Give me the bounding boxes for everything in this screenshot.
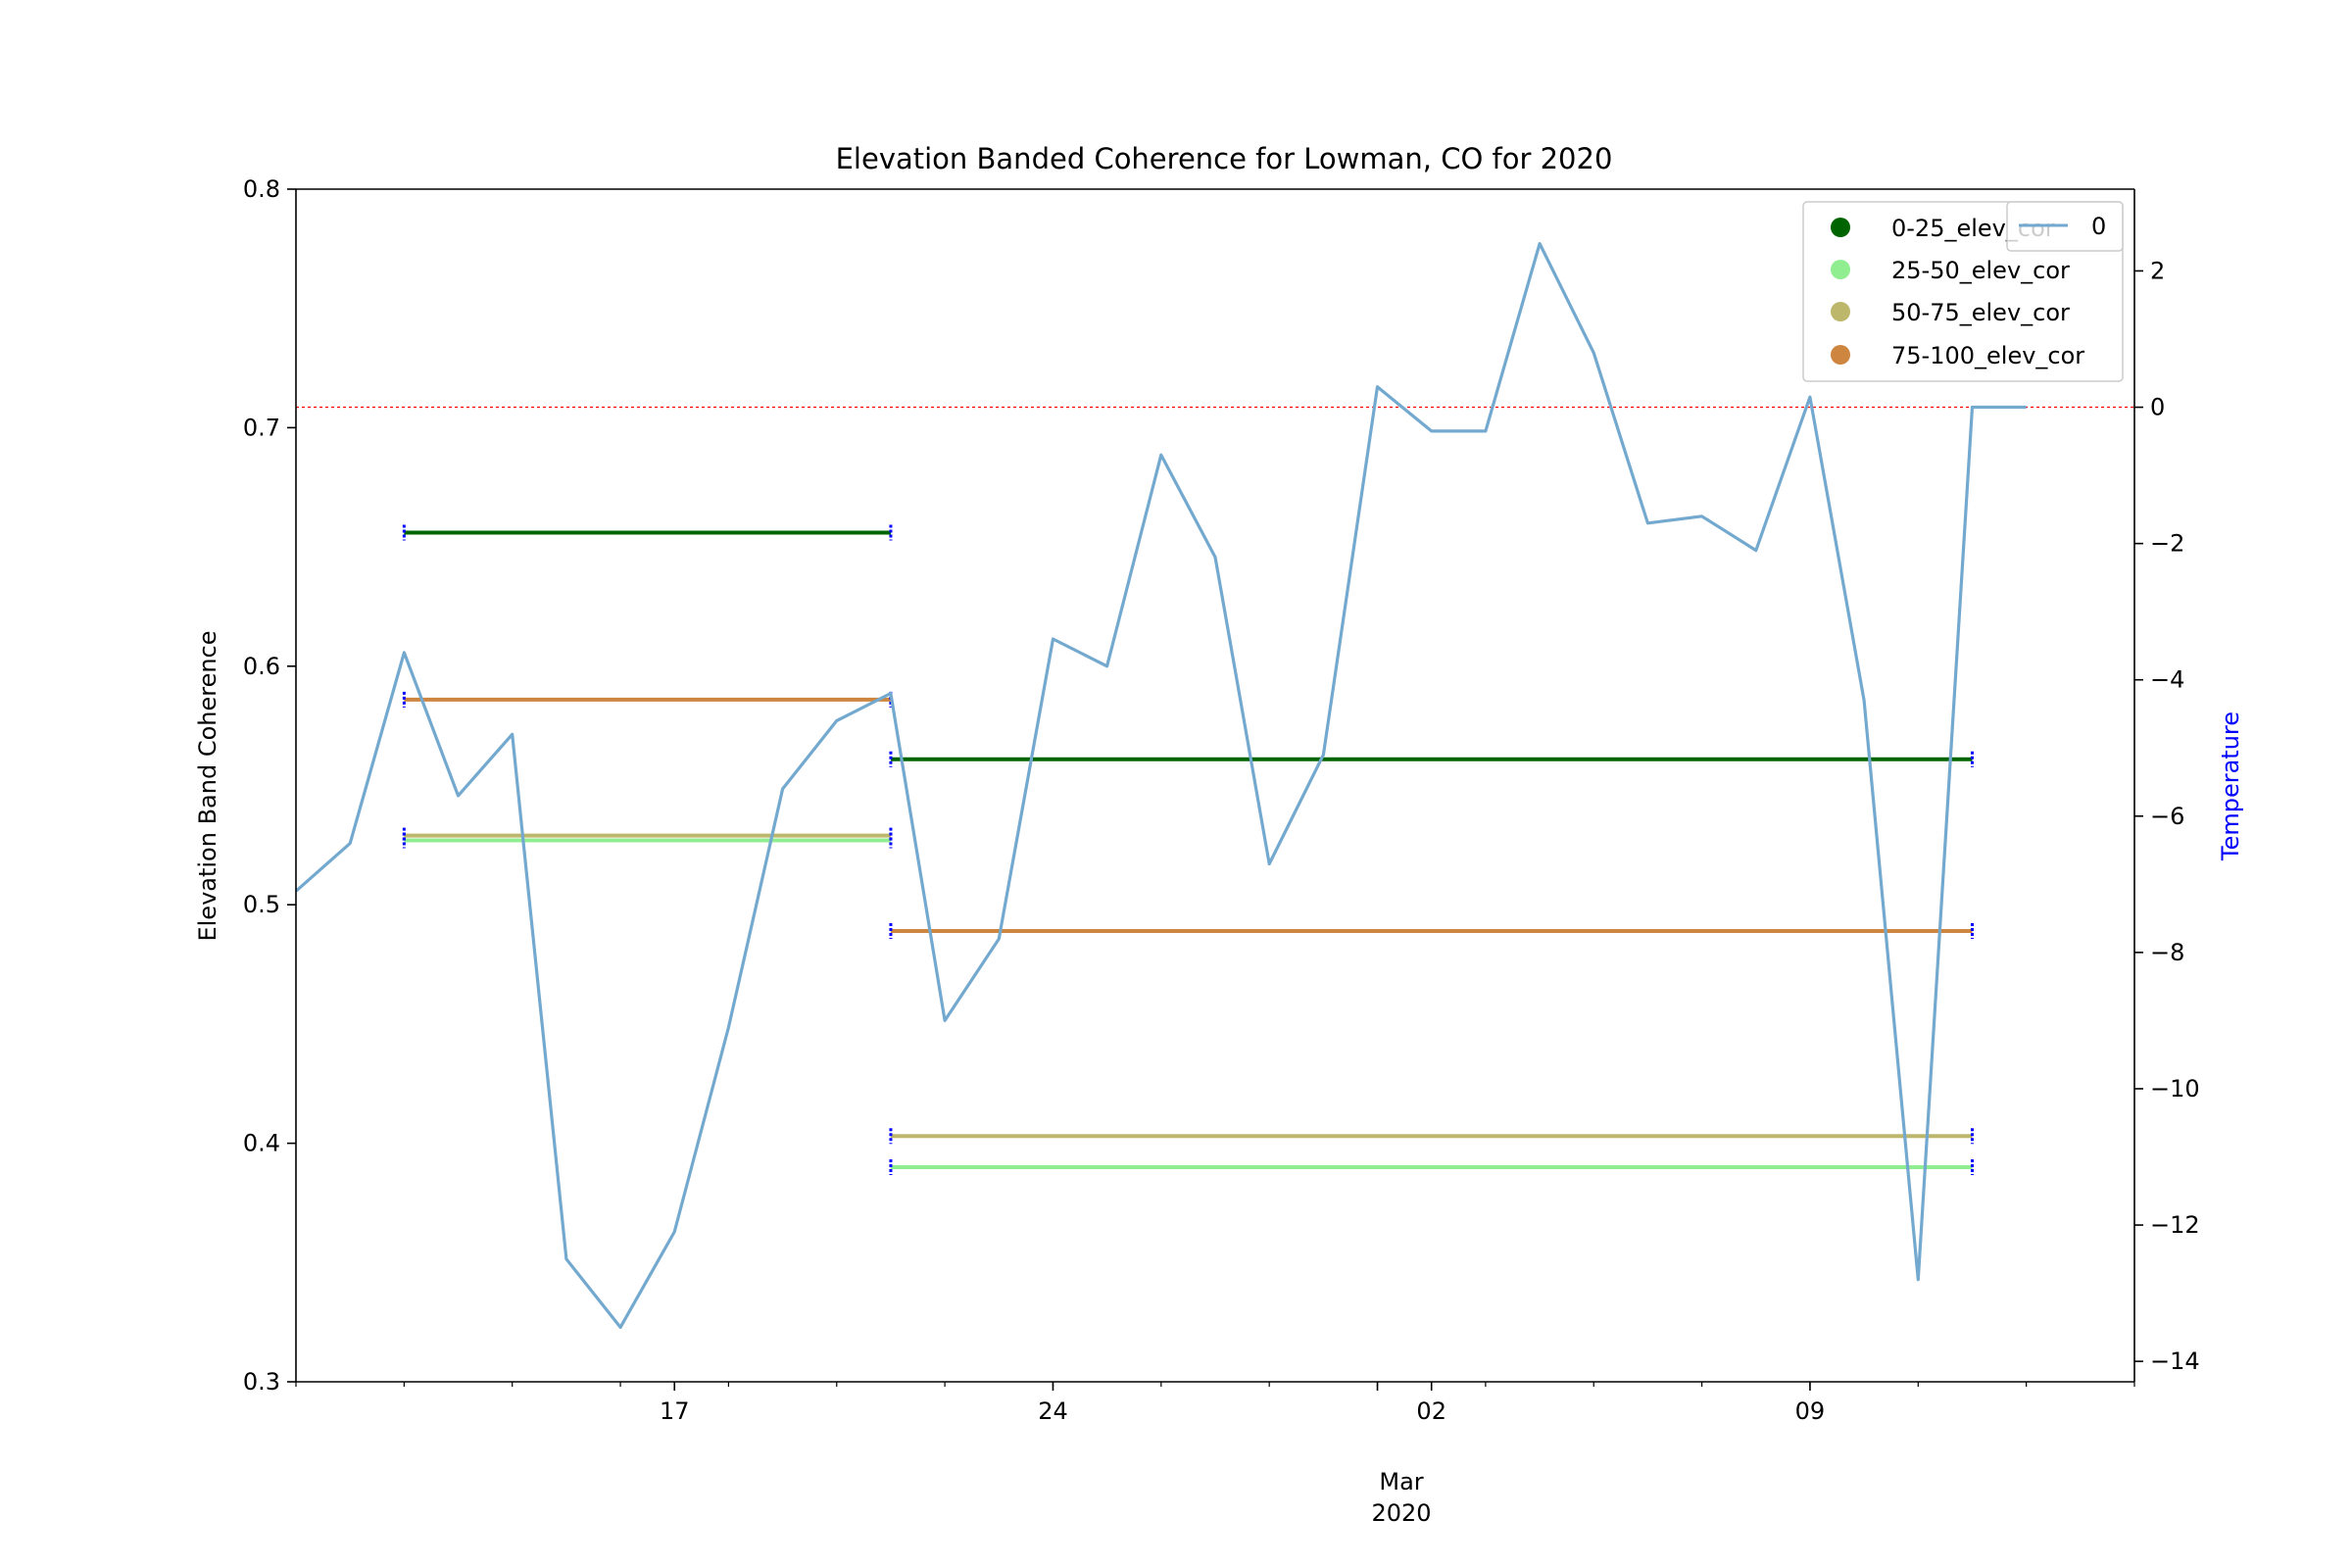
y-axis-label: Elevation Band Coherence xyxy=(194,630,221,941)
y2-tick-label: −2 xyxy=(2150,530,2184,558)
legend-marker-0-25 xyxy=(1831,218,1850,237)
y2-tick-label: −12 xyxy=(2150,1211,2200,1239)
y-tick-label: 0.3 xyxy=(243,1368,280,1396)
temperature-line xyxy=(294,242,2027,1330)
x-tick-label: 02 xyxy=(1416,1397,1446,1425)
plot-area: 0.3 0.4 0.5 0.6 0.7 0.8 2 0 −2 −4 −6 −8 −10 −12 −14 17 2… xyxy=(243,175,2200,1425)
secondary-legend-label: 0 xyxy=(2091,213,2106,240)
y2-tick-label: −4 xyxy=(2150,666,2184,694)
y2-axis-label: Temperature xyxy=(2217,711,2244,861)
x-tick-label: 09 xyxy=(1795,1397,1826,1425)
y2-tick-label: 0 xyxy=(2150,394,2165,421)
x-year-label: 2020 xyxy=(1371,1499,1431,1527)
y-tick-label: 0.5 xyxy=(243,891,280,918)
legend-marker-50-75 xyxy=(1831,302,1850,321)
y-tick-label: 0.8 xyxy=(243,175,280,203)
legend-label-25-50: 25-50_elev_cor xyxy=(1891,257,2070,284)
legend-label-50-75: 50-75_elev_cor xyxy=(1891,299,2070,326)
y-tick-label: 0.4 xyxy=(243,1130,280,1157)
y2-tick-label: −6 xyxy=(2150,803,2184,830)
y2-tick-label: −14 xyxy=(2150,1348,2200,1375)
x-tick-label: 24 xyxy=(1038,1397,1068,1425)
y-tick-label: 0.6 xyxy=(243,653,280,680)
chart-title: Elevation Banded Coherence for Lowman, C… xyxy=(836,142,1613,175)
y2-tick-label: 2 xyxy=(2150,257,2165,284)
y2-tick-label: −10 xyxy=(2150,1075,2200,1102)
legend-marker-25-50 xyxy=(1831,260,1850,279)
y-tick-label: 0.7 xyxy=(243,414,280,441)
x-month-label: Mar xyxy=(1379,1468,1423,1495)
y2-tick-label: −8 xyxy=(2150,939,2184,966)
legend-marker-75-100 xyxy=(1831,345,1850,365)
secondary-legend: 0 xyxy=(2006,201,2124,252)
legend: 0-25_elev_cor 25-50_elev_cor 50-75_elev_… xyxy=(1802,201,2124,382)
legend-label-75-100: 75-100_elev_cor xyxy=(1891,342,2084,369)
x-tick-label: 17 xyxy=(660,1397,690,1425)
